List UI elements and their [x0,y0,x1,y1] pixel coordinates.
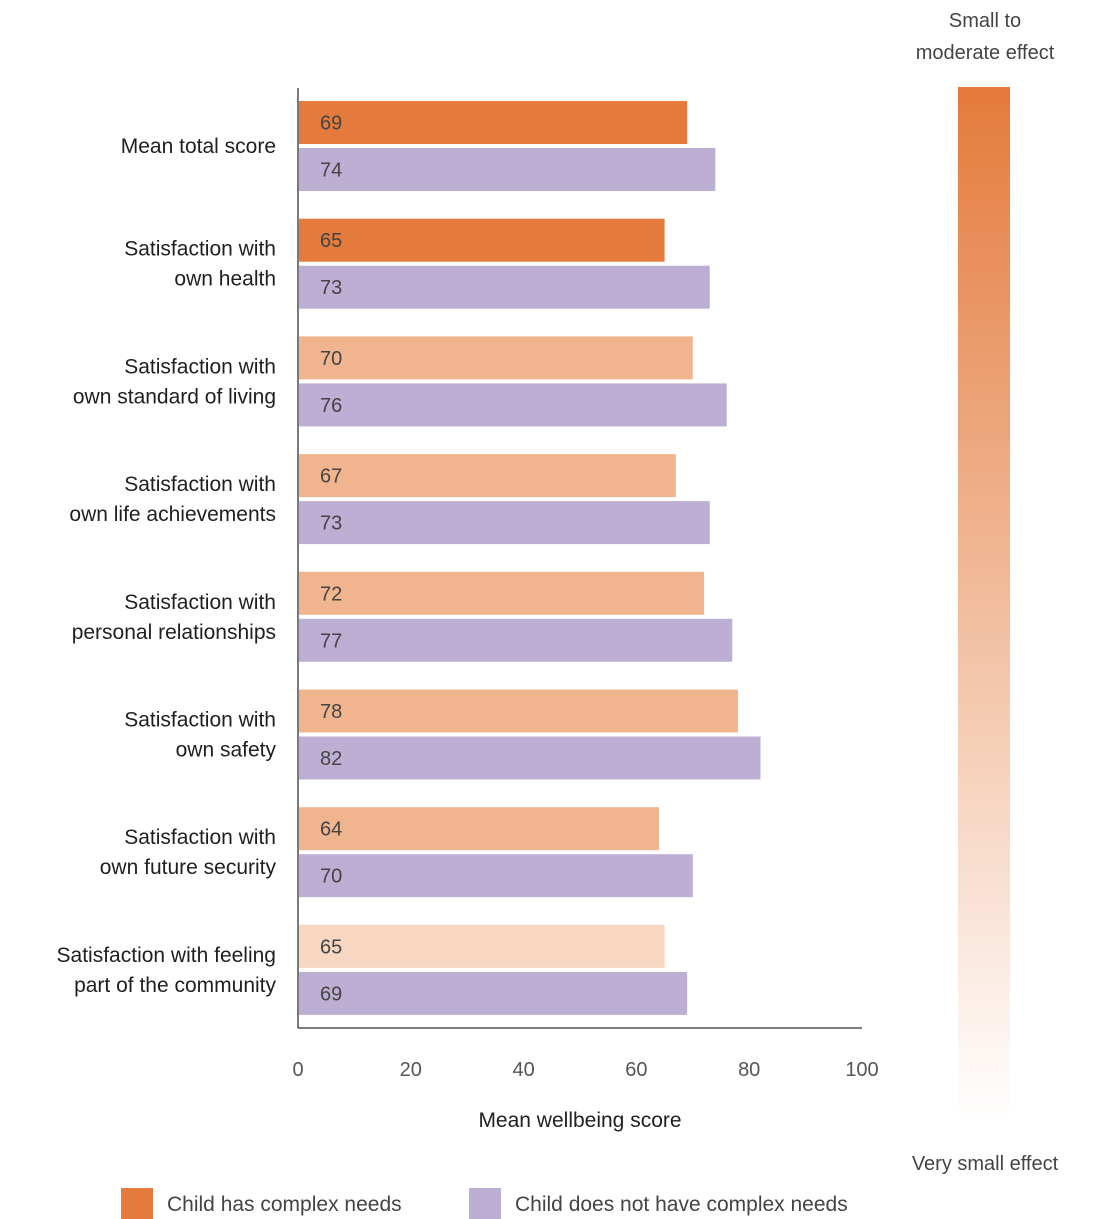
bar-value-label: 70 [320,866,342,888]
bar-no-complex-needs-5 [299,736,761,780]
x-tick-label: 20 [400,1059,422,1081]
legend-label-complex-needs: Child has complex needs [167,1193,402,1216]
effect-scale-top-label-line-2: moderate effect [916,42,1055,64]
bar-complex-needs-1 [299,218,665,262]
bar-value-label: 70 [320,348,342,370]
category-label: Satisfaction with [124,355,276,378]
effect-scale-bottom-label: Very small effect [912,1153,1059,1175]
bar-value-label: 69 [320,983,342,1005]
bars: 69 74 65 73 70 76 67 73 72 77 78 82 64 70 65 69 [299,101,761,1015]
bar-no-complex-needs-2 [299,383,727,427]
bar-value-label: 73 [320,513,342,535]
category-label: Satisfaction with [124,238,276,261]
category-label: Satisfaction with [124,826,276,849]
category-label: Satisfaction with feeling [57,944,276,967]
bar-no-complex-needs-3 [299,501,710,545]
bar-no-complex-needs-0 [299,148,716,191]
legend: Child has complex needs Child does not h… [121,1188,848,1219]
x-tick-label: 80 [738,1059,760,1081]
bar-value-label: 78 [320,701,342,723]
bar-value-label: 64 [320,819,342,841]
legend-swatch-complex-needs [121,1188,153,1219]
category-label: part of the community [74,974,276,997]
category-label: own future security [100,856,277,879]
bar-value-label: 72 [320,583,342,605]
category-label: Mean total score [121,135,276,158]
bar-complex-needs-6 [299,807,659,851]
bar-value-label: 65 [320,936,342,958]
bar-complex-needs-4 [299,571,705,615]
x-tick-label: 100 [845,1059,878,1081]
effect-scale: Small to moderate effect Very small effe… [912,10,1059,1175]
bar-complex-needs-3 [299,454,676,498]
bar-complex-needs-2 [299,336,693,380]
bar-value-label: 77 [320,630,342,652]
category-label: own health [174,268,276,291]
bar-complex-needs-5 [299,689,738,733]
bar-complex-needs-7 [299,924,665,968]
x-axis-title: Mean wellbeing score [478,1109,681,1132]
bar-complex-needs-0 [299,101,688,144]
bar-no-complex-needs-7 [299,971,688,1015]
bar-value-label: 74 [320,160,342,182]
x-tick-label: 40 [512,1059,534,1081]
category-label: own life achievements [69,503,276,526]
bar-value-label: 69 [320,113,342,135]
bar-value-label: 67 [320,466,342,488]
bar-no-complex-needs-1 [299,265,710,309]
bar-value-label: 76 [320,395,342,417]
category-label: personal relationships [72,621,276,644]
category-label: own standard of living [73,385,276,408]
x-tick-label: 0 [292,1059,303,1081]
category-label: Satisfaction with [124,591,276,614]
x-tick-label: 60 [625,1059,647,1081]
category-label: Satisfaction with [124,473,276,496]
legend-label-no-complex-needs: Child does not have complex needs [515,1193,848,1216]
bar-value-label: 65 [320,230,342,252]
effect-scale-gradient-bar [958,87,1010,1122]
x-tick-labels: 0 20 40 60 80 100 [292,1059,878,1081]
category-label: own safety [176,739,277,762]
bar-value-label: 82 [320,748,342,770]
legend-swatch-no-complex-needs [469,1188,501,1219]
bar-no-complex-needs-4 [299,618,733,662]
bar-value-label: 73 [320,277,342,299]
effect-scale-top-label-line-1: Small to [949,10,1021,32]
category-label: Satisfaction with [124,709,276,732]
category-labels: Mean total score Satisfaction with own hea… [57,135,277,997]
bar-no-complex-needs-6 [299,854,693,898]
